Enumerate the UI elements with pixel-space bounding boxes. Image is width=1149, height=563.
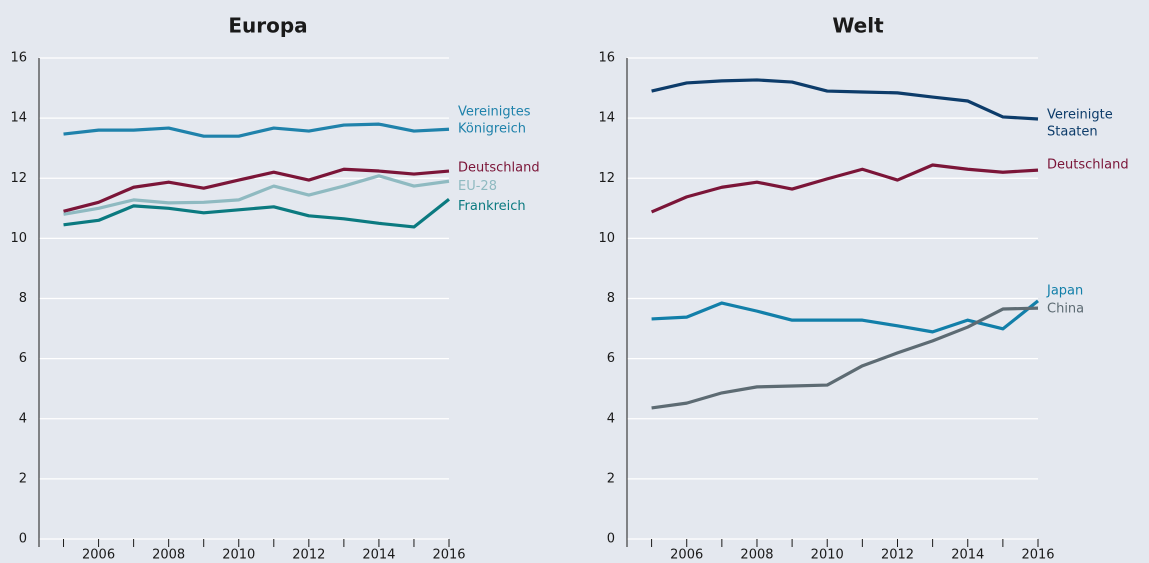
chart-title: Welt: [832, 14, 884, 38]
y-tick-label: 0: [19, 532, 27, 547]
series-label: Japan: [1046, 283, 1083, 298]
y-tick-label: 12: [598, 171, 615, 186]
series-label: Deutschland: [1047, 158, 1129, 173]
x-tick-label: 2012: [881, 548, 914, 563]
y-tick-label: 2: [19, 471, 27, 486]
x-tick-label: 2016: [432, 548, 465, 563]
y-tick-label: 2: [607, 471, 615, 486]
y-tick-label: 14: [10, 111, 27, 126]
y-tick-label: 10: [10, 231, 27, 246]
y-tick-label: 16: [10, 51, 27, 66]
x-tick-label: 2006: [670, 548, 703, 563]
x-tick-label: 2008: [740, 548, 773, 563]
x-tick-label: 2008: [152, 548, 185, 563]
y-tick-label: 6: [19, 351, 27, 366]
series-label: Frankreich: [458, 199, 526, 214]
y-tick-label: 0: [607, 532, 615, 547]
series-line: [651, 306, 1039, 410]
chart-title: Europa: [228, 14, 307, 38]
series-label: EU-28: [458, 179, 497, 194]
series-label: Deutschland: [458, 161, 540, 176]
series-line: [63, 122, 450, 138]
y-tick-label: 8: [607, 291, 615, 306]
series-label: China: [1047, 302, 1084, 317]
x-tick-label: 2016: [1021, 548, 1054, 563]
series-label: Vereinigte Staaten: [1047, 107, 1113, 139]
x-tick-label: 2006: [82, 548, 115, 563]
y-tick-label: 8: [19, 291, 27, 306]
y-tick-label: 4: [607, 411, 615, 426]
series-label: Vereinigtes Königreich: [458, 104, 531, 136]
y-tick-label: 12: [10, 171, 27, 186]
series-line: [651, 78, 1039, 121]
series-line: [63, 174, 450, 216]
y-tick-label: 6: [607, 351, 615, 366]
y-tick-label: 10: [598, 231, 615, 246]
x-tick-label: 2014: [362, 548, 395, 563]
y-tick-label: 4: [19, 411, 27, 426]
x-tick-label: 2010: [222, 548, 255, 563]
series-line: [650, 163, 1039, 214]
y-tick-label: 14: [598, 111, 615, 126]
x-tick-label: 2014: [951, 548, 984, 563]
y-tick-label: 16: [598, 51, 615, 66]
x-tick-label: 2012: [292, 548, 325, 563]
series-line: [63, 198, 450, 229]
series-line: [651, 299, 1039, 334]
series-line: [63, 167, 450, 213]
x-tick-label: 2010: [811, 548, 844, 563]
